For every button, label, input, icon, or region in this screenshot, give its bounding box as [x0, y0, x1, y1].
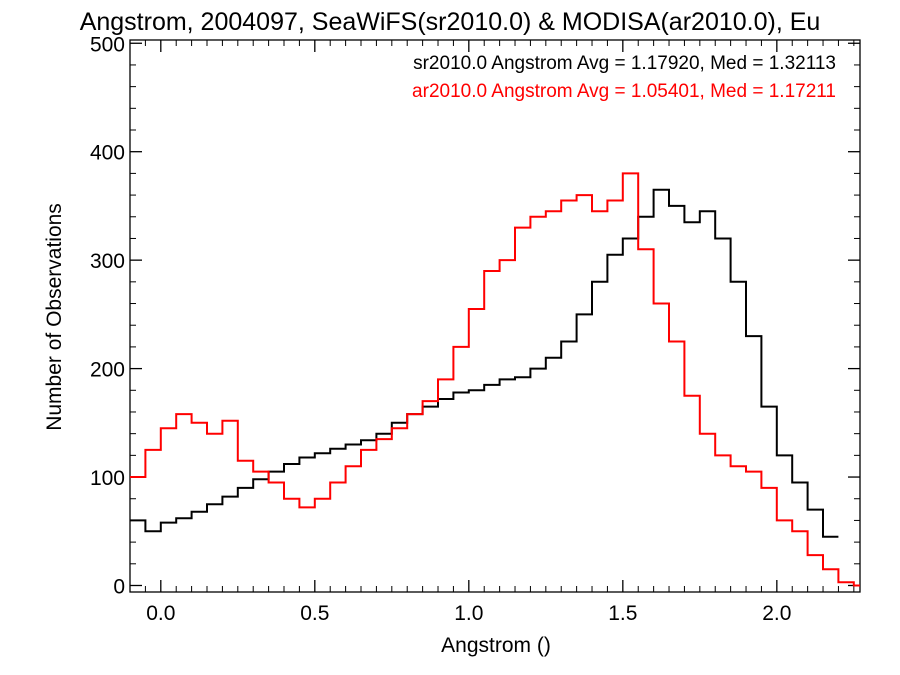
- x-axis-ticks: 0.0 0.5 1.0 1.5 2.0: [129, 40, 855, 625]
- legend-entry-sr2010: sr2010.0 Angstrom Avg = 1.17920, Med = 1…: [413, 53, 836, 74]
- series-line-1: [130, 172, 860, 587]
- x-tick-label: 2.0: [762, 602, 791, 625]
- x-tick-label: 0.5: [300, 602, 329, 625]
- x-tick-label: 0.0: [146, 602, 175, 625]
- series-line-0: [130, 188, 839, 538]
- plot-area-border: [129, 39, 861, 593]
- y-tick-label: 300: [90, 250, 125, 273]
- plot-frame: [129, 39, 861, 593]
- x-tick-label: 1.5: [608, 602, 637, 625]
- y-axis-ticks: 0 100 200 300 400 500: [90, 33, 860, 598]
- y-tick-label: 200: [90, 359, 125, 382]
- chart-title: Angstrom, 2004097, SeaWiFS(sr2010.0) & M…: [80, 8, 821, 36]
- y-axis-label: Number of Observations: [43, 203, 66, 431]
- y-tick-label: 100: [90, 467, 125, 490]
- legend-entry-ar2010: ar2010.0 Angstrom Avg = 1.05401, Med = 1…: [412, 81, 836, 102]
- y-tick-label: 0: [113, 575, 125, 598]
- x-axis-label: Angstrom (): [441, 634, 551, 657]
- series-layer: [130, 172, 860, 587]
- x-tick-label: 1.0: [454, 602, 483, 625]
- y-tick-label: 400: [90, 142, 125, 165]
- y-tick-label: 500: [90, 33, 125, 56]
